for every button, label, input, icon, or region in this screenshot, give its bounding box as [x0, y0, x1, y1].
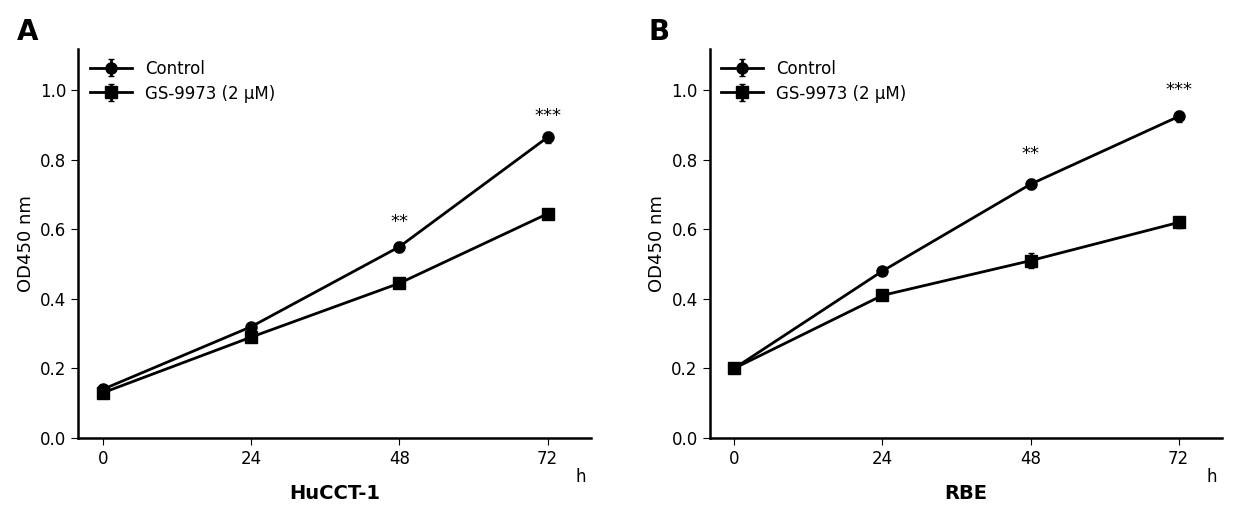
Legend: Control, GS-9973 (2 μM): Control, GS-9973 (2 μM): [718, 57, 910, 107]
Text: h: h: [575, 469, 585, 486]
Text: **: **: [1022, 146, 1039, 163]
Y-axis label: OD450 nm: OD450 nm: [647, 195, 666, 292]
Text: ***: ***: [1166, 81, 1192, 99]
X-axis label: HuCCT-1: HuCCT-1: [289, 484, 381, 503]
Text: ***: ***: [534, 107, 560, 125]
Text: B: B: [649, 18, 670, 46]
X-axis label: RBE: RBE: [944, 484, 987, 503]
Text: A: A: [17, 18, 38, 46]
Legend: Control, GS-9973 (2 μM): Control, GS-9973 (2 μM): [87, 57, 279, 107]
Y-axis label: OD450 nm: OD450 nm: [16, 195, 35, 292]
Text: **: **: [391, 213, 408, 231]
Text: h: h: [1207, 469, 1216, 486]
